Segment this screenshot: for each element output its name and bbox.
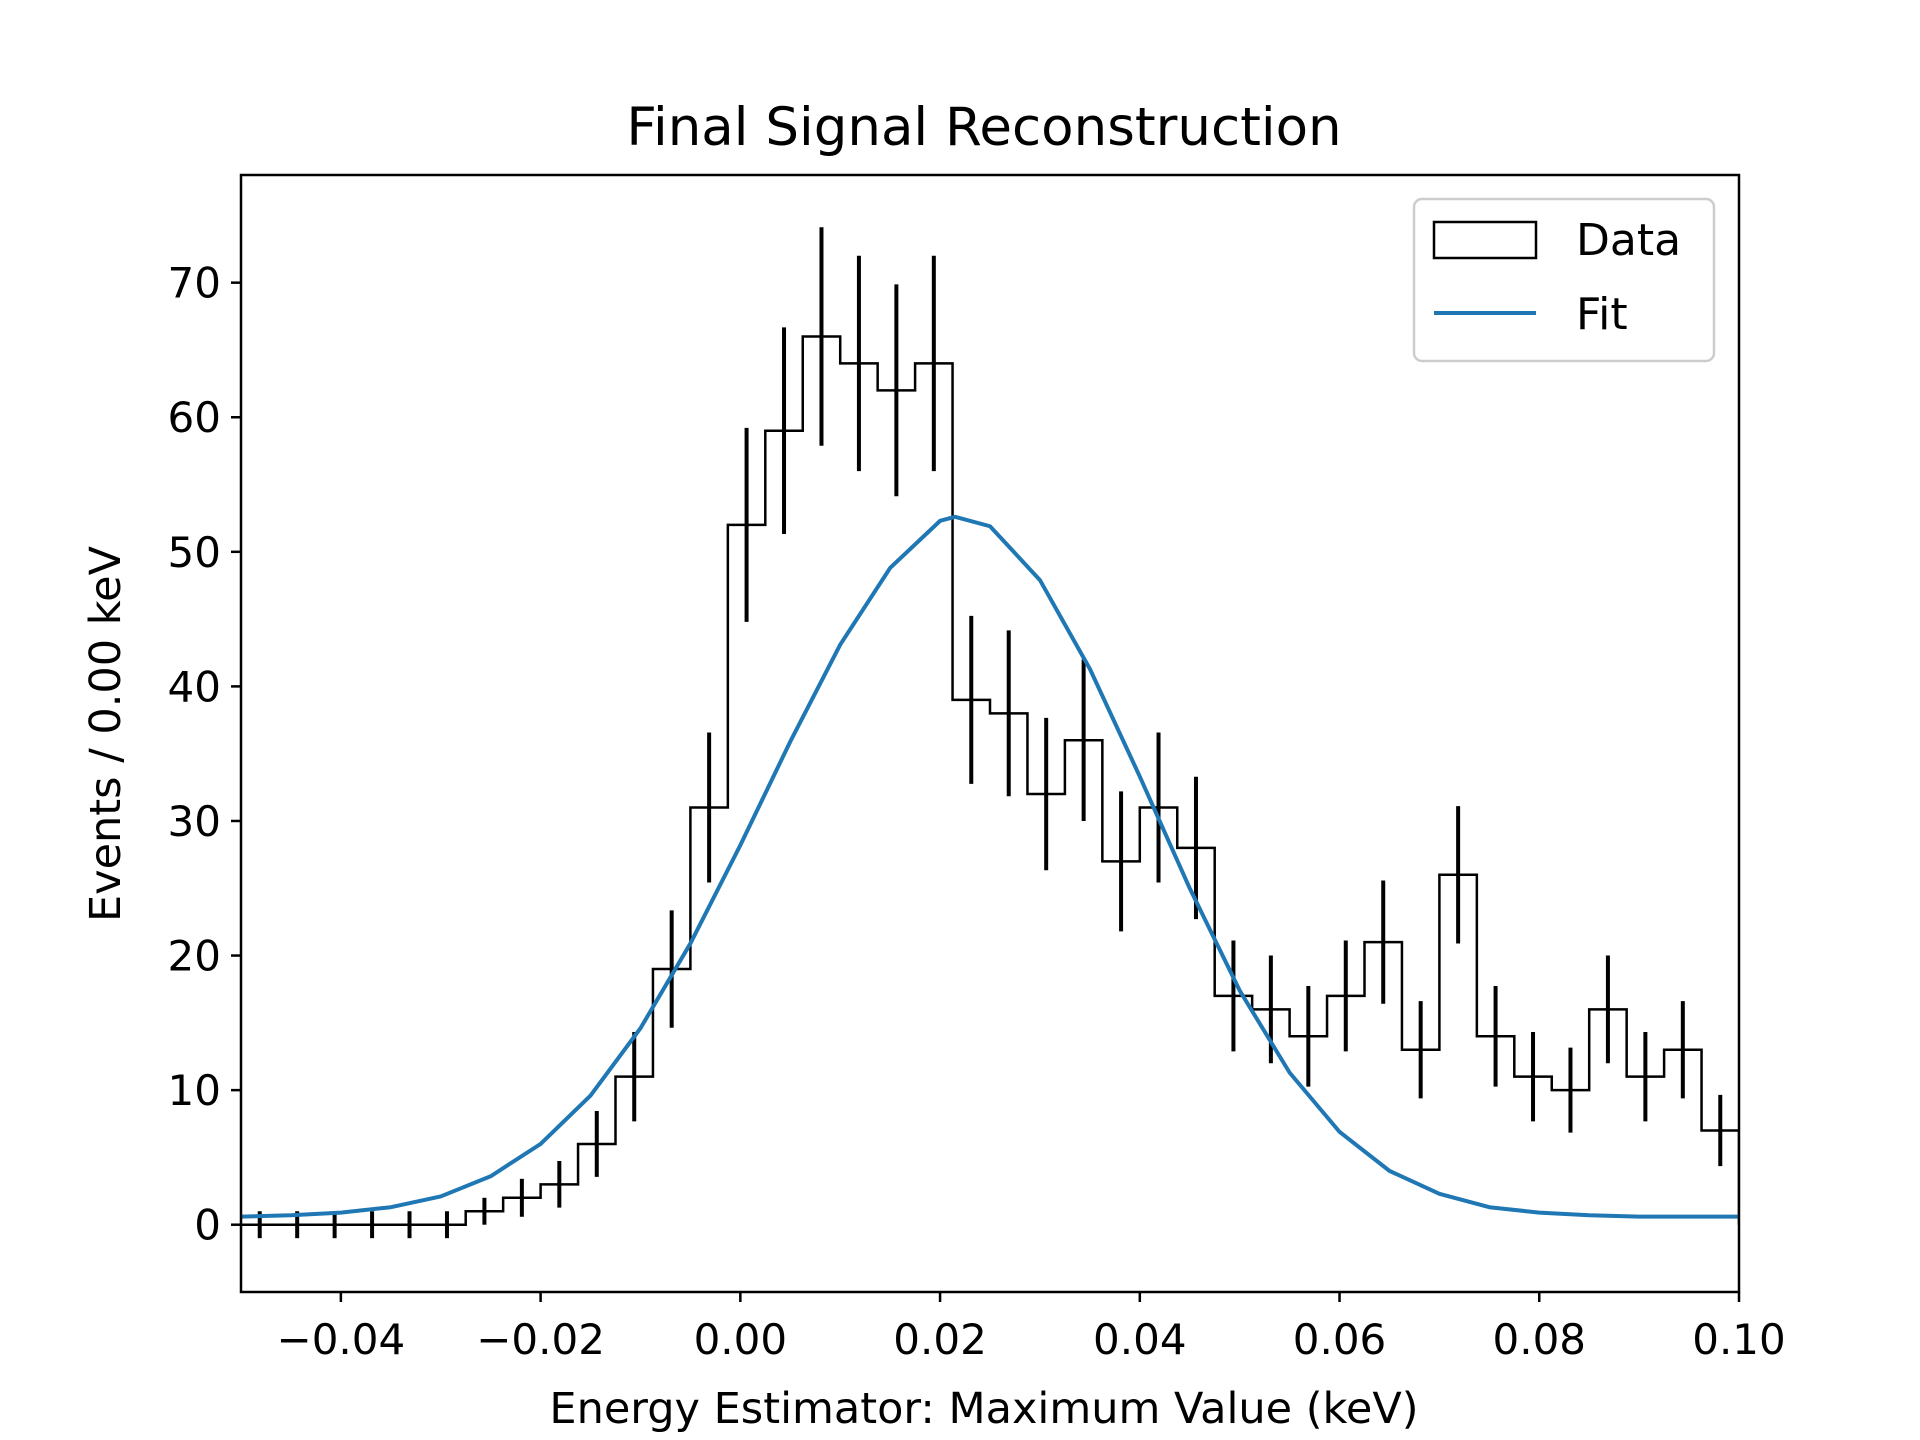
x-tick-label: 0.02 bbox=[893, 1315, 987, 1364]
y-tick-label: 10 bbox=[168, 1066, 221, 1115]
plot-area bbox=[241, 227, 1739, 1239]
y-tick-label: 30 bbox=[168, 797, 221, 846]
x-tick-label: 0.08 bbox=[1493, 1315, 1587, 1364]
y-tick-label: 60 bbox=[168, 393, 221, 442]
axes-frame bbox=[239, 173, 1741, 1294]
y-tick-label: 20 bbox=[168, 932, 221, 981]
legend-fit-label: Fit bbox=[1576, 289, 1628, 340]
y-tick-label: 0 bbox=[194, 1201, 221, 1250]
x-tick-label: −0.04 bbox=[277, 1315, 406, 1364]
y-axis-ticks: 0 10 20 30 40 50 60 70 bbox=[168, 259, 241, 1250]
plot-marks bbox=[241, 227, 1739, 1239]
legend-data-swatch bbox=[1432, 220, 1538, 260]
legend-frame bbox=[1412, 197, 1716, 363]
x-axis-ticks: −0.04 −0.02 0.00 0.02 0.04 0.06 0.08 0.10 bbox=[277, 1292, 1786, 1364]
fit-curve bbox=[241, 514, 1739, 1219]
y-tick-label: 70 bbox=[168, 259, 221, 308]
chart-title: Final Signal Reconstruction bbox=[626, 97, 1341, 158]
x-tick-label: 0.00 bbox=[694, 1315, 788, 1364]
x-tick-label: −0.02 bbox=[476, 1315, 605, 1364]
legend: Data Fit bbox=[1412, 197, 1716, 363]
x-tick-label: 0.04 bbox=[1093, 1315, 1187, 1364]
x-tick-label: 0.06 bbox=[1293, 1315, 1387, 1364]
y-tick-label: 50 bbox=[168, 528, 221, 577]
legend-data-label: Data bbox=[1576, 215, 1681, 266]
x-tick-label: 0.10 bbox=[1692, 1315, 1786, 1364]
y-tick-label: 40 bbox=[168, 662, 221, 711]
x-axis-label: Energy Estimator: Maximum Value (keV) bbox=[549, 1384, 1418, 1434]
y-axis-label: Events / 0.00 keV bbox=[81, 545, 131, 922]
